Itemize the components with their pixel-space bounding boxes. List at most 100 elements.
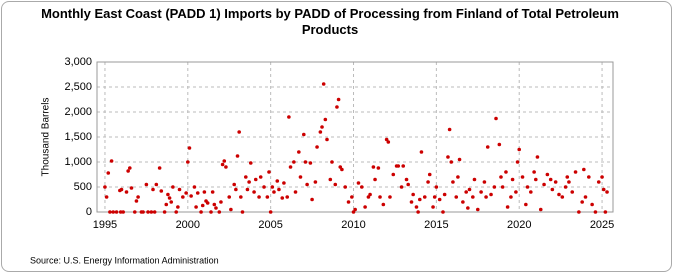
point bbox=[583, 195, 588, 199]
point bbox=[187, 146, 192, 150]
point bbox=[270, 185, 275, 189]
point bbox=[504, 170, 508, 174]
point bbox=[157, 166, 162, 170]
chart-frame bbox=[1, 1, 672, 272]
y-tick-label: 500 bbox=[74, 181, 92, 193]
point bbox=[475, 207, 480, 212]
point bbox=[368, 192, 372, 197]
point bbox=[505, 205, 510, 209]
point bbox=[128, 166, 132, 170]
source: Source: U.S. Energy Information Administ… bbox=[30, 255, 219, 265]
point bbox=[232, 182, 237, 187]
point bbox=[174, 210, 179, 214]
point bbox=[363, 205, 367, 209]
point bbox=[292, 160, 296, 164]
point bbox=[446, 155, 450, 159]
point bbox=[169, 200, 174, 204]
point bbox=[144, 182, 149, 187]
point bbox=[467, 187, 472, 192]
point bbox=[533, 177, 538, 182]
point bbox=[272, 190, 276, 194]
point bbox=[245, 187, 250, 192]
point bbox=[277, 187, 281, 192]
point bbox=[378, 195, 382, 199]
point bbox=[108, 210, 112, 214]
point bbox=[258, 175, 263, 179]
point bbox=[471, 195, 475, 199]
point bbox=[524, 202, 528, 207]
point bbox=[114, 210, 119, 214]
point bbox=[343, 185, 348, 189]
x-tick-label: 2025 bbox=[590, 219, 614, 231]
point bbox=[442, 192, 447, 197]
point bbox=[514, 190, 518, 194]
point bbox=[247, 180, 251, 184]
point bbox=[200, 203, 205, 208]
point bbox=[220, 162, 225, 167]
point bbox=[192, 185, 197, 189]
point bbox=[239, 195, 243, 199]
point bbox=[567, 180, 571, 184]
point bbox=[391, 172, 396, 177]
point bbox=[601, 187, 606, 192]
point bbox=[164, 202, 169, 207]
point bbox=[301, 132, 306, 137]
point bbox=[359, 185, 364, 189]
point bbox=[177, 187, 182, 192]
point bbox=[573, 170, 578, 174]
point bbox=[240, 210, 245, 214]
point bbox=[111, 210, 116, 214]
y-axis-label: Thousand Barrels bbox=[41, 98, 52, 177]
point bbox=[464, 190, 468, 194]
point bbox=[427, 172, 432, 177]
point bbox=[593, 210, 598, 214]
y-tick-label: 3,000 bbox=[64, 56, 92, 68]
point bbox=[532, 170, 536, 174]
point bbox=[298, 175, 303, 179]
point bbox=[280, 196, 285, 200]
point bbox=[494, 116, 498, 121]
point bbox=[432, 195, 437, 199]
point bbox=[434, 185, 439, 189]
point bbox=[209, 210, 213, 214]
point bbox=[167, 196, 172, 200]
point bbox=[454, 195, 459, 199]
point bbox=[129, 186, 134, 190]
point bbox=[449, 160, 454, 164]
point bbox=[335, 105, 339, 109]
point bbox=[171, 185, 175, 189]
point bbox=[409, 200, 414, 204]
point bbox=[305, 182, 309, 187]
point bbox=[479, 190, 483, 194]
point bbox=[106, 171, 111, 175]
point bbox=[570, 190, 575, 194]
point bbox=[489, 192, 493, 197]
point bbox=[404, 177, 409, 182]
x-tick-label: 2020 bbox=[507, 219, 531, 231]
point bbox=[587, 175, 591, 179]
point bbox=[124, 190, 129, 194]
point bbox=[321, 82, 326, 86]
point bbox=[154, 182, 159, 187]
point bbox=[244, 175, 248, 179]
point bbox=[328, 177, 333, 182]
point bbox=[520, 175, 525, 179]
point bbox=[257, 195, 261, 199]
point bbox=[288, 165, 293, 169]
point bbox=[441, 210, 445, 214]
y-tick-label: 2,500 bbox=[64, 81, 92, 93]
point bbox=[149, 210, 154, 214]
point bbox=[109, 159, 114, 163]
point bbox=[419, 150, 424, 154]
point bbox=[282, 181, 286, 185]
point bbox=[315, 145, 319, 149]
point bbox=[320, 125, 324, 129]
point bbox=[497, 142, 502, 147]
point bbox=[219, 200, 223, 204]
point bbox=[210, 190, 215, 194]
point bbox=[318, 130, 323, 134]
point bbox=[416, 210, 420, 214]
point bbox=[310, 197, 314, 202]
point bbox=[268, 210, 273, 214]
